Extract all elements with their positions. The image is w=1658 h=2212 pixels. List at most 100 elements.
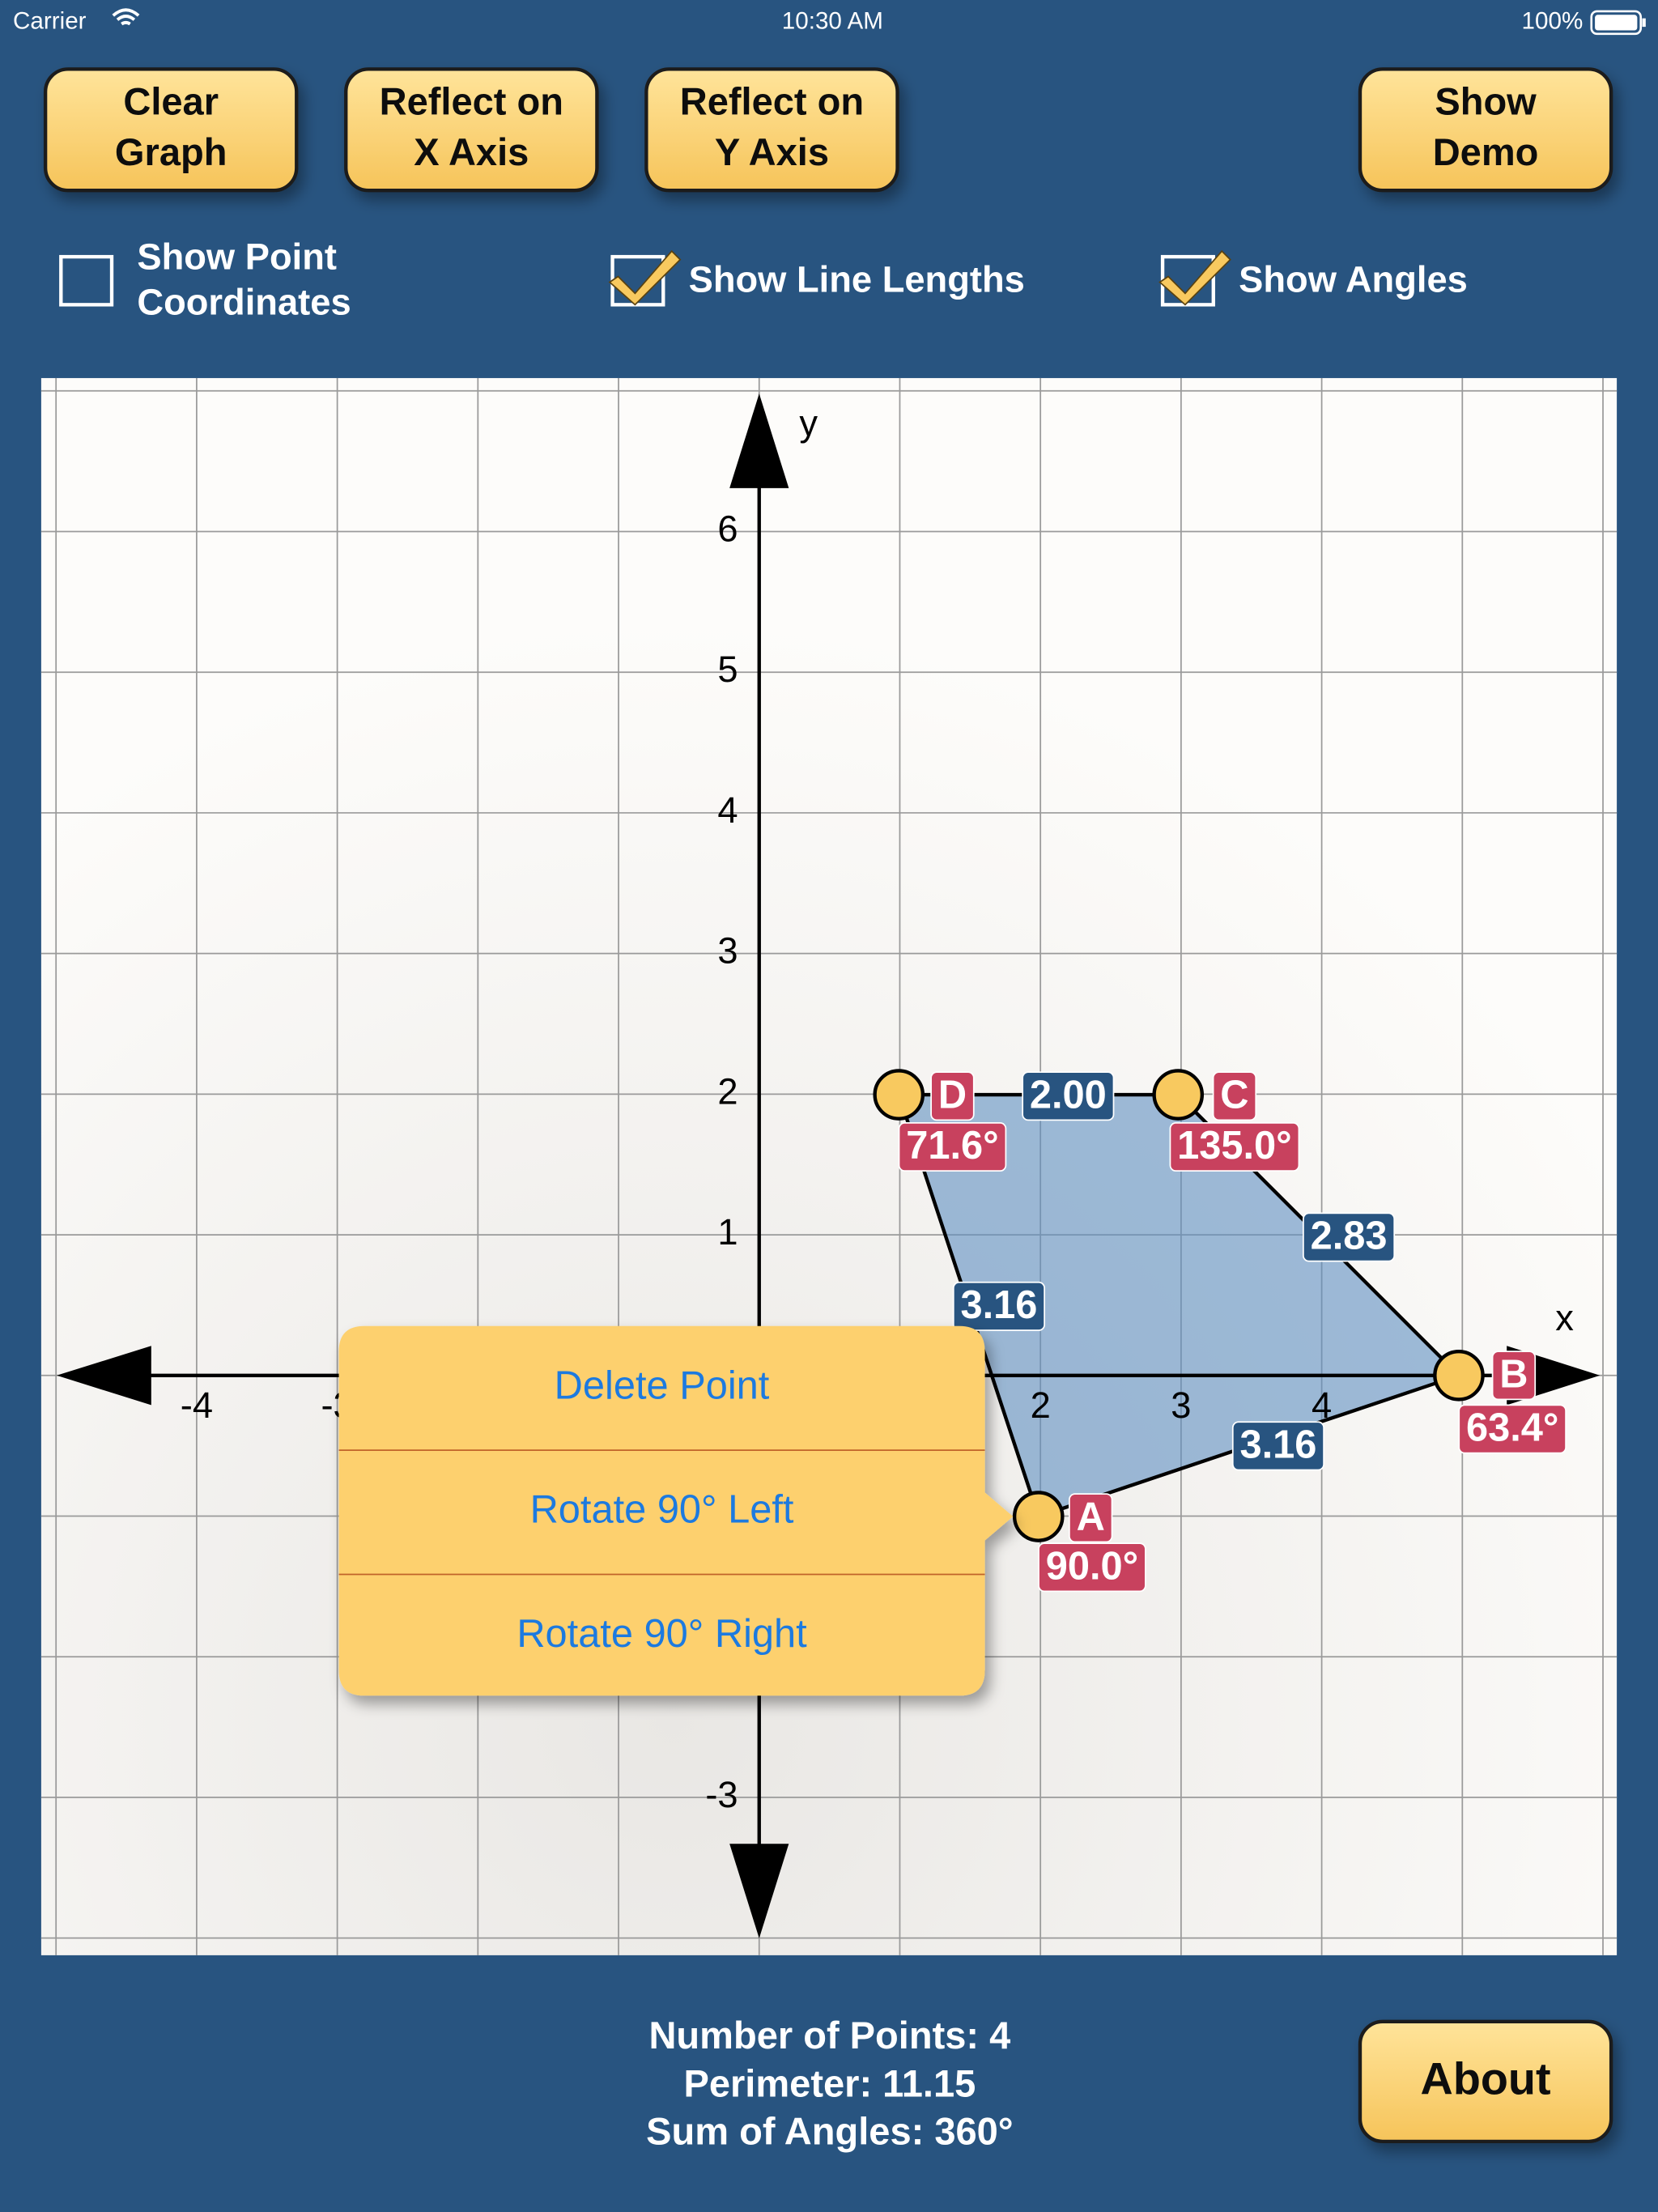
graph: xy-4 -3 2 3 4654321-33.162.832.003.16A90.0°B… (40, 377, 1618, 1955)
battery-icon (1590, 10, 1643, 36)
edge-length-text: 3.16 (1239, 1423, 1316, 1467)
toolbar-button[interactable]: Reflect on X Axis (344, 67, 599, 193)
axis-label: y (799, 402, 818, 444)
vertex[interactable] (1433, 1349, 1485, 1402)
point-name: B (1491, 1351, 1537, 1401)
label-background (1212, 1071, 1257, 1121)
y-tick-label: 6 (717, 508, 738, 549)
label-background (1491, 1351, 1537, 1401)
stat-line: Perimeter: 11.15 (683, 2061, 976, 2104)
button-label: Clear (123, 79, 219, 122)
stat-line: Sum of Angles: 360° (646, 2110, 1014, 2153)
button-background (1358, 2019, 1613, 2144)
arrowhead (57, 1346, 151, 1406)
label-background (930, 1071, 975, 1121)
y-tick-label: 2 (717, 1070, 738, 1112)
context-menu: Delete Point Rotate 90° Left Rotate 90° Ri… (338, 1325, 1014, 1696)
button-background (43, 67, 299, 193)
angle-label-text: 63.4° (1466, 1406, 1558, 1450)
x-tick-label: 2 (1031, 1385, 1051, 1426)
controls: Clear Graph Reflect on X Axis Reflect on Y Ax… (43, 67, 1613, 323)
angle-label-text: 135.0° (1177, 1124, 1292, 1168)
vertex[interactable] (873, 1069, 925, 1121)
edge-length-text: 2.00 (1030, 1073, 1107, 1117)
clock: 10:30 AM (782, 8, 883, 35)
button-background (1358, 67, 1613, 193)
x-tick-label: 3 (1171, 1385, 1191, 1426)
arrowhead (729, 393, 789, 488)
polygon-fill (899, 1095, 1459, 1517)
wifi-icon (112, 8, 140, 26)
label-background (898, 1122, 1007, 1172)
button-label: Reflect on (380, 79, 563, 122)
edge-length-text: 2.83 (1311, 1214, 1388, 1258)
option-toggle[interactable]: Show Line Lengths (608, 249, 1025, 307)
angle-label: 90.0° (1038, 1542, 1146, 1593)
vertex[interactable] (1012, 1491, 1065, 1542)
y-tick-label: -3 (705, 1774, 738, 1815)
edge-length: 2.00 (1022, 1071, 1115, 1121)
battery-percent: 100% (1522, 8, 1584, 35)
point-name-text: D (938, 1073, 967, 1117)
label-background (1303, 1212, 1396, 1262)
x-tick-label: -4 (181, 1385, 213, 1426)
point-name: A (1069, 1493, 1113, 1543)
about-button[interactable]: About (1358, 2019, 1613, 2144)
point-name-text: C (1220, 1073, 1248, 1117)
menu-background (338, 1325, 1014, 1696)
point-name-text: A (1077, 1495, 1105, 1538)
menu-item[interactable]: Rotate 90° Right (517, 1612, 807, 1656)
checkmark (608, 249, 682, 306)
toolbar-button[interactable]: Reflect on Y Axis (644, 67, 899, 193)
label-background (1458, 1404, 1567, 1454)
button-background (344, 67, 599, 193)
menu-item[interactable]: Rotate 90° Left (530, 1488, 794, 1532)
option-label: Show Angles (1239, 258, 1468, 300)
checkmark (1158, 249, 1231, 306)
y-tick-label: 5 (717, 649, 738, 690)
angle-label-text: 71.6° (906, 1124, 998, 1168)
label-background (1169, 1122, 1300, 1172)
angle-label: 71.6° (898, 1122, 1007, 1172)
button-label: Show (1435, 79, 1537, 122)
y-tick-label: 3 (717, 930, 738, 972)
menu-item[interactable]: Delete Point (555, 1363, 770, 1407)
vertex[interactable] (1152, 1069, 1205, 1121)
stat-line: Number of Points: 4 (648, 2014, 1010, 2057)
button-label: Y Axis (715, 130, 829, 173)
edge-length: 3.16 (952, 1281, 1045, 1331)
edge-length-text: 3.16 (960, 1283, 1037, 1327)
toolbar-button[interactable]: Clear Graph (43, 67, 299, 193)
label-background (952, 1281, 1045, 1331)
edge-length: 2.83 (1303, 1212, 1396, 1262)
label-background (1231, 1421, 1324, 1471)
button-label: X Axis (414, 130, 529, 173)
graph-area[interactable] (40, 377, 1618, 1955)
angle-label: 63.4° (1458, 1404, 1567, 1454)
option-label: Coordinates (137, 281, 351, 322)
battery-tip (1642, 18, 1646, 28)
arrowhead (729, 1844, 789, 1938)
button-background (644, 67, 899, 193)
y-tick-label: 4 (717, 789, 738, 831)
option-label: Show Point (137, 236, 337, 278)
toolbar-button[interactable]: Show Demo (1358, 67, 1613, 193)
angle-label: 135.0° (1169, 1122, 1300, 1172)
angle-label-text: 90.0° (1046, 1544, 1138, 1588)
axis-label: x (1555, 1297, 1574, 1338)
edge-length: 3.16 (1231, 1421, 1324, 1471)
button-label: Graph (115, 130, 227, 173)
option-toggle[interactable]: Show Angles (1158, 249, 1468, 307)
y-tick-label: 1 (717, 1211, 738, 1253)
point-name: C (1212, 1071, 1257, 1121)
point-name: D (930, 1071, 975, 1121)
button-label: Reflect on (680, 79, 864, 122)
label-background (1022, 1071, 1115, 1121)
point-name-text: B (1499, 1352, 1528, 1396)
checkbox (59, 254, 114, 307)
label-background (1069, 1493, 1113, 1543)
